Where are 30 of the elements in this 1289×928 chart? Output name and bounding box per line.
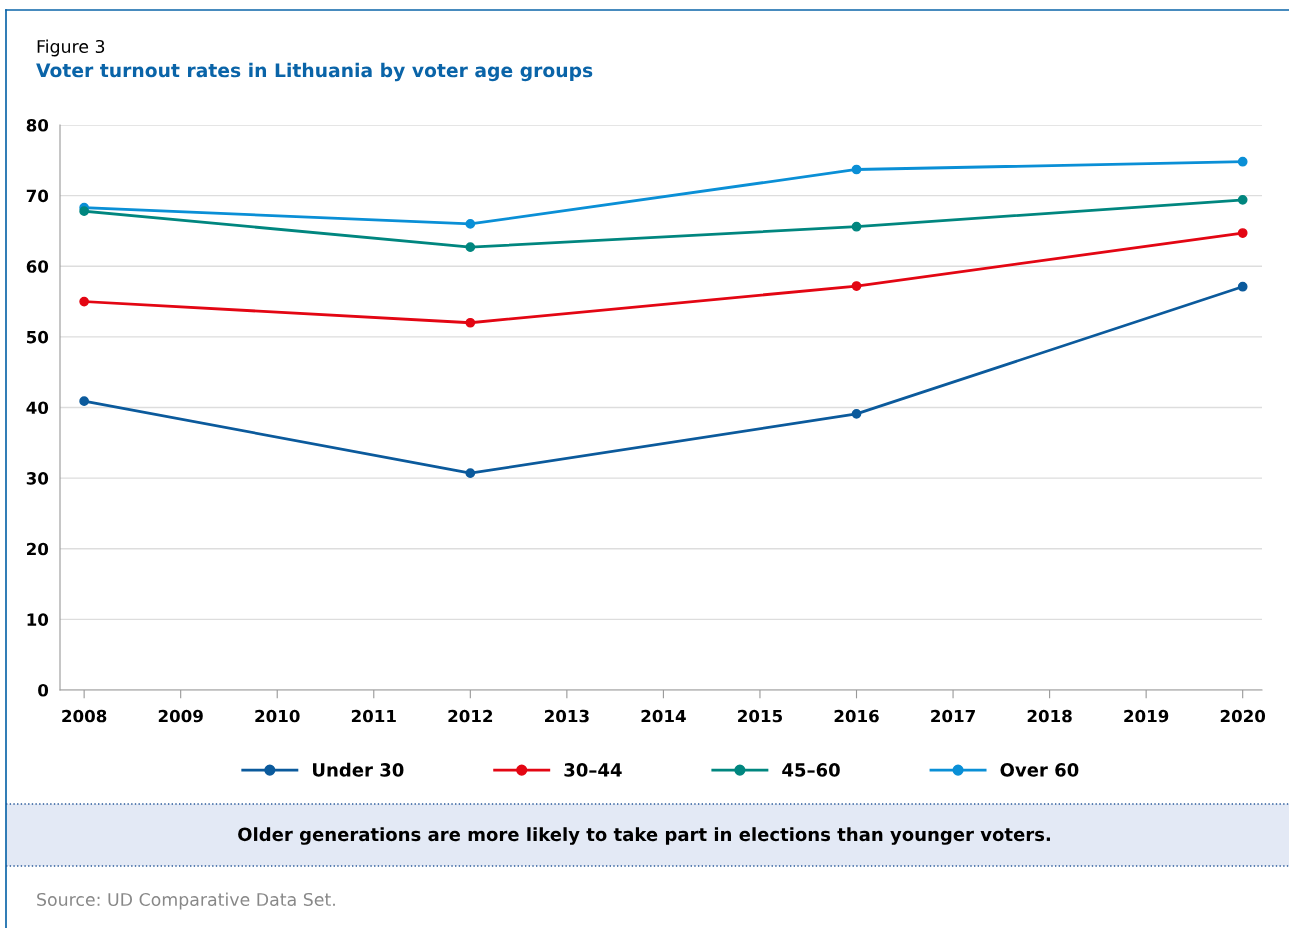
x-tick-label: 2010 (255, 709, 300, 723)
y-tick-label: 10 (27, 613, 49, 626)
x-tick-label: 2016 (834, 709, 879, 723)
y-tick-label: 0 (38, 683, 49, 697)
x-tick-label: 2009 (158, 709, 203, 723)
y-tick-label: 70 (26, 189, 49, 203)
x-tick-label: 2014 (641, 709, 686, 723)
chart-title: Voter turnout rates in Lithuania by voter age groups (36, 62, 593, 82)
y-tick-label: 50 (26, 330, 49, 344)
x-tick-label: 2012 (448, 709, 493, 723)
y-tick-label: 40 (26, 401, 49, 415)
x-tick-label: 2017 (931, 709, 975, 723)
caption: Figure 3 (37, 39, 105, 57)
x-tick-label: 2013 (544, 709, 589, 723)
x-tick-label: 2008 (62, 709, 107, 723)
x-tick-label: 2011 (351, 709, 396, 723)
legend-label: Under 30 (313, 762, 404, 777)
y-tick-label: 60 (26, 260, 49, 273)
y-tick-label: 30 (26, 472, 49, 485)
source-note: Source: UD Comparative Data Set. (37, 892, 335, 910)
x-tick-label: 2020 (1220, 709, 1266, 723)
legend-label: 30–44 (564, 763, 622, 777)
x-tick-label: 2019 (1124, 709, 1169, 723)
x-tick-label: 2015 (738, 709, 782, 723)
y-tick-label: 80 (26, 118, 49, 132)
legend-label: Over 60 (1000, 763, 1079, 777)
y-tick-label: 20 (27, 542, 49, 556)
x-tick-label: 2018 (1027, 709, 1072, 723)
legend-label: 45–60 (782, 763, 840, 777)
text: Older generations are more likely to take part in elections than younger voters. (238, 827, 1050, 845)
